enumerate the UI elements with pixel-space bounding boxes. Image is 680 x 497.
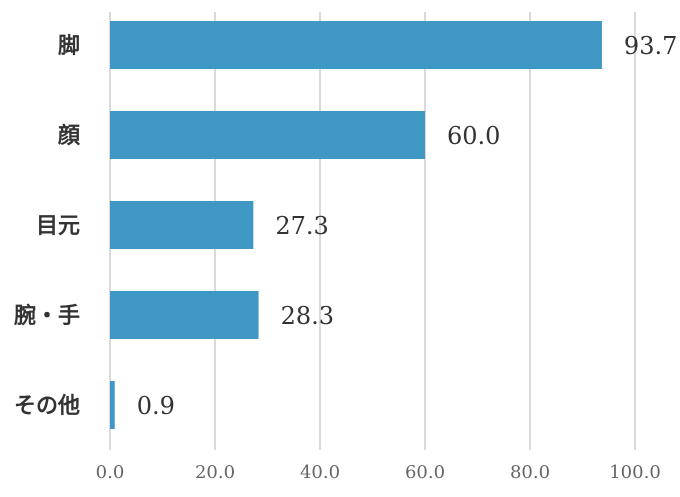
- x-tick-label: 40.0: [300, 462, 340, 483]
- bar: [110, 291, 259, 339]
- category-label: 顔: [57, 123, 81, 149]
- category-label: その他: [14, 394, 80, 419]
- category-label: 脚: [58, 34, 80, 59]
- x-tick-label: 60.0: [405, 462, 445, 483]
- bar: [110, 21, 602, 69]
- value-label: 27.3: [275, 212, 328, 240]
- x-tick-label: 0.0: [96, 462, 125, 483]
- value-label: 0.9: [137, 392, 175, 420]
- category-label: 腕・手: [14, 303, 80, 329]
- x-tick-label: 80.0: [510, 462, 550, 483]
- bars: [110, 21, 602, 429]
- gridlines: [109, 12, 636, 450]
- value-labels: 93.7 60.0 27.3 28.3 0.9: [137, 32, 678, 420]
- value-label: 93.7: [624, 32, 677, 60]
- value-label: 60.0: [447, 122, 500, 150]
- bar: [110, 381, 115, 429]
- bar: [110, 111, 425, 159]
- category-label: 目元: [36, 214, 80, 239]
- x-tick-label: 100.0: [609, 462, 661, 483]
- value-label: 28.3: [281, 302, 334, 330]
- x-tick-label: 20.0: [195, 462, 235, 483]
- x-tick-labels: 0.0 20.0 40.0 60.0 80.0 100.0: [96, 462, 661, 483]
- bar: [110, 201, 254, 249]
